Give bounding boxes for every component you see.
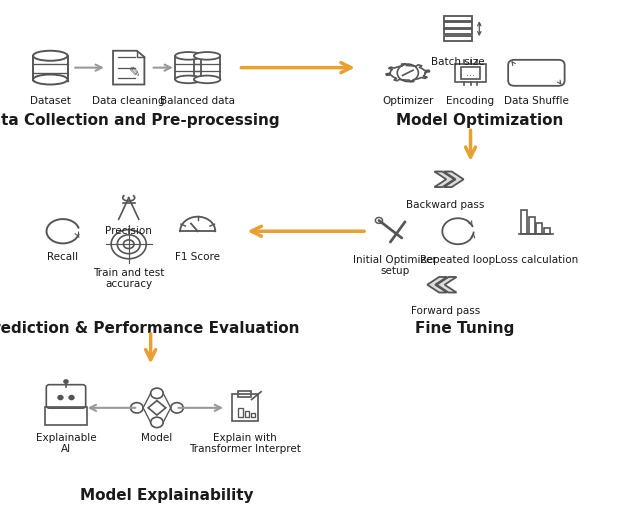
Text: Precision: Precision	[105, 226, 152, 236]
Text: Model Explainability: Model Explainability	[79, 488, 253, 503]
Text: Backward pass: Backward pass	[406, 200, 484, 210]
Ellipse shape	[194, 52, 220, 60]
Bar	[461, 67, 480, 78]
Text: Fine Tuning: Fine Tuning	[415, 321, 514, 335]
Text: Model: Model	[141, 433, 173, 443]
Ellipse shape	[194, 76, 220, 83]
Ellipse shape	[175, 76, 202, 83]
Text: ✎: ✎	[129, 66, 141, 80]
Bar	[444, 36, 472, 41]
Bar	[232, 394, 258, 421]
Ellipse shape	[33, 51, 68, 61]
Text: Train and test
accuracy: Train and test accuracy	[93, 268, 164, 289]
Bar	[522, 210, 527, 234]
Text: Explainable
AI: Explainable AI	[36, 433, 96, 454]
Text: Recall: Recall	[47, 252, 79, 262]
Text: Forward pass: Forward pass	[411, 305, 480, 315]
Bar	[529, 217, 534, 234]
Polygon shape	[435, 172, 454, 187]
Bar	[536, 224, 542, 234]
Bar	[544, 227, 550, 234]
Ellipse shape	[33, 75, 68, 84]
Bar	[444, 29, 472, 34]
Bar	[455, 64, 486, 82]
Text: Dataset: Dataset	[30, 96, 71, 106]
Text: F1 Score: F1 Score	[175, 252, 220, 262]
Polygon shape	[428, 277, 447, 293]
Polygon shape	[436, 277, 456, 293]
Ellipse shape	[175, 52, 202, 60]
Bar	[238, 391, 252, 397]
Text: Encoding: Encoding	[447, 96, 495, 106]
Text: Model Optimization: Model Optimization	[396, 113, 564, 128]
Text: Optimizer: Optimizer	[382, 96, 433, 106]
Circle shape	[64, 380, 68, 383]
Bar	[45, 407, 86, 425]
Bar	[244, 411, 249, 417]
Text: Data Shuffle: Data Shuffle	[504, 96, 569, 106]
Bar	[444, 22, 472, 28]
Bar	[444, 16, 472, 21]
Text: Prediction & Performance Evaluation: Prediction & Performance Evaluation	[0, 321, 300, 335]
Polygon shape	[444, 172, 463, 187]
Text: Loss calculation: Loss calculation	[495, 254, 578, 264]
Text: Explain with
Transformer Interpret: Explain with Transformer Interpret	[189, 433, 301, 454]
Circle shape	[69, 395, 74, 400]
Text: Batch size: Batch size	[431, 57, 484, 67]
Text: Data cleaning: Data cleaning	[92, 96, 165, 106]
Text: Data Collection and Pre-processing: Data Collection and Pre-processing	[0, 113, 280, 128]
Text: Repeated loop: Repeated loop	[420, 254, 495, 264]
Bar	[239, 408, 243, 417]
Circle shape	[58, 395, 63, 400]
Bar	[251, 413, 255, 417]
Text: Initial Optimizer
setup: Initial Optimizer setup	[353, 254, 437, 276]
Text: ...: ...	[466, 68, 475, 78]
Text: Balanced data: Balanced data	[160, 96, 235, 106]
